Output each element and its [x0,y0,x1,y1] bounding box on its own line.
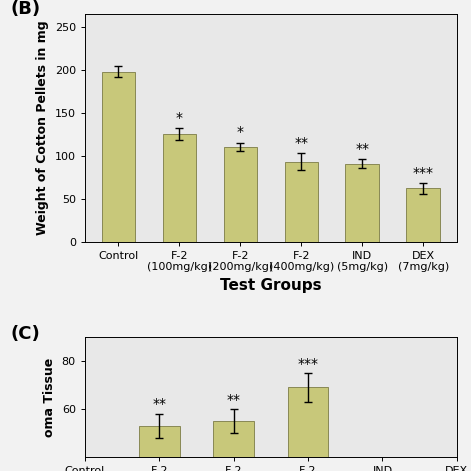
Y-axis label: Weight of Cotton Pellets in mg: Weight of Cotton Pellets in mg [36,21,49,235]
Bar [284,162,318,242]
Bar [406,188,440,242]
Text: *: * [237,125,244,139]
Bar [139,426,179,471]
Text: **: ** [294,136,309,150]
Text: *: * [176,111,183,125]
Bar [162,134,196,242]
Text: **: ** [355,142,369,156]
Text: ***: *** [413,166,434,180]
X-axis label: Test Groups: Test Groups [220,278,322,293]
Y-axis label: oma Tissue: oma Tissue [43,357,56,437]
Text: ***: *** [298,357,318,371]
Bar [224,147,257,242]
Text: (C): (C) [10,325,40,343]
Text: (B): (B) [10,0,41,18]
Bar [346,163,379,242]
Text: **: ** [227,393,241,406]
Text: **: ** [152,398,166,411]
Bar [288,388,328,471]
Bar [102,72,135,242]
Bar [213,421,254,471]
